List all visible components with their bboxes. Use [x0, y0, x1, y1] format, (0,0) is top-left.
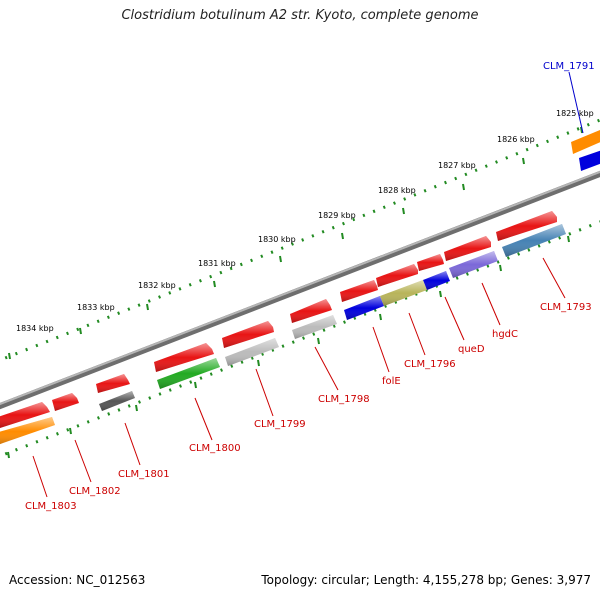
- gene-label[interactable]: folE: [382, 376, 401, 387]
- gene-label[interactable]: hgdC: [492, 329, 518, 340]
- scale-label: 1829 kbp: [318, 211, 356, 220]
- outer-tick-ring: [0, 118, 600, 362]
- gene-label[interactable]: queD: [458, 344, 485, 355]
- inner-tick-ring: [0, 220, 600, 458]
- label-leader-line-blue: [568, 71, 584, 134]
- cds-feature[interactable]: [571, 128, 600, 154]
- gene-label[interactable]: CLM_1801: [118, 469, 170, 480]
- accession-text: Accession: NC_012563: [9, 573, 146, 587]
- gene-label[interactable]: CLM_1793: [540, 302, 592, 313]
- map-title: Clostridium botulinum A2 str. Kyoto, com…: [121, 8, 479, 23]
- genome-backbone-highlight: [0, 170, 600, 406]
- scale-label: 1831 kbp: [198, 259, 236, 268]
- forward-strand-cds: [0, 128, 600, 428]
- scale-label: 1834 kbp: [16, 324, 54, 333]
- scale-label: 1830 kbp: [258, 235, 296, 244]
- scale-label: 1827 kbp: [438, 161, 476, 170]
- gene-label[interactable]: CLM_1796: [404, 359, 456, 370]
- scale-label: 1826 kbp: [497, 135, 535, 144]
- scale-label: 1828 kbp: [378, 186, 416, 195]
- gene-label[interactable]: CLM_1791: [543, 61, 595, 72]
- cds-feature[interactable]: [579, 149, 600, 171]
- major-ticks-outer: [8, 126, 583, 360]
- genome-summary-text: Topology: circular; Length: 4,155,278 bp…: [261, 573, 591, 587]
- feature-shading: [0, 211, 566, 445]
- gene-label[interactable]: CLM_1803: [25, 501, 77, 512]
- gene-label[interactable]: CLM_1799: [254, 419, 306, 430]
- scale-label: 1832 kbp: [138, 281, 176, 290]
- gene-label[interactable]: CLM_1802: [69, 486, 121, 497]
- scale-label: 1833 kbp: [77, 303, 115, 312]
- genome-backbone: [0, 170, 600, 410]
- label-leader-lines: [32, 257, 566, 498]
- scale-label: 1825 kbp: [556, 109, 594, 118]
- gene-label[interactable]: CLM_1800: [189, 443, 241, 454]
- gene-label[interactable]: CLM_1798: [318, 394, 370, 405]
- gene-labels: CLM_1791 CLM_1793 hgdC queD CLM_1796 fol…: [25, 61, 595, 512]
- major-ticks-inner: [7, 235, 570, 459]
- scale-labels: 1834 kbp 1833 kbp 1832 kbp 1831 kbp 1830…: [16, 109, 594, 333]
